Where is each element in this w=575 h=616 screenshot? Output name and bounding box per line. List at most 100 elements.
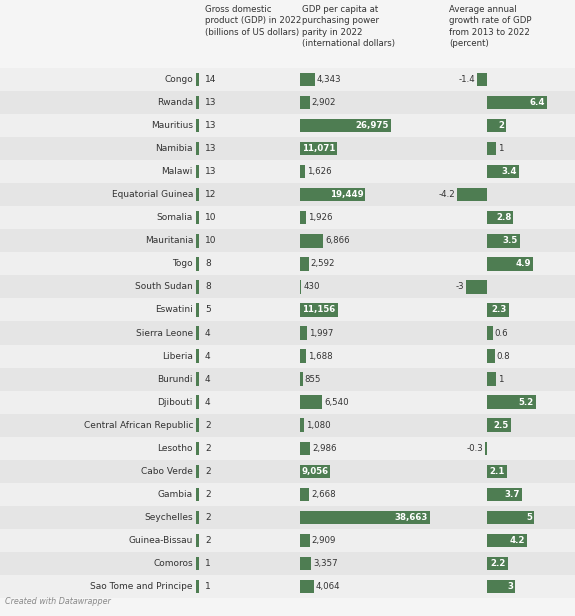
Text: 2.1: 2.1 <box>489 467 505 476</box>
Text: 2,592: 2,592 <box>310 259 335 269</box>
Text: 6,866: 6,866 <box>325 237 350 245</box>
Text: Central African Republic: Central African Republic <box>83 421 193 430</box>
Text: 8: 8 <box>205 282 211 291</box>
Bar <box>196 96 198 109</box>
Text: 0.6: 0.6 <box>494 328 508 338</box>
Text: Created with Datawrapper: Created with Datawrapper <box>5 597 111 606</box>
Text: 1,626: 1,626 <box>308 167 332 176</box>
Bar <box>0 414 575 437</box>
Text: 1,926: 1,926 <box>308 213 333 222</box>
Text: Sao Tome and Principe: Sao Tome and Principe <box>90 582 193 591</box>
Text: Somalia: Somalia <box>157 213 193 222</box>
Bar <box>0 529 575 552</box>
Text: 2: 2 <box>498 121 504 130</box>
Bar <box>196 234 198 248</box>
Text: Eswatini: Eswatini <box>155 306 193 314</box>
Text: 2: 2 <box>205 513 210 522</box>
Text: 2: 2 <box>205 444 210 453</box>
Bar <box>457 188 487 201</box>
Text: 4: 4 <box>205 398 210 407</box>
Text: 13: 13 <box>205 98 217 107</box>
Bar <box>0 506 575 529</box>
Bar <box>487 511 534 524</box>
Bar <box>0 391 575 414</box>
Text: 9,056: 9,056 <box>301 467 328 476</box>
Bar <box>196 511 198 524</box>
Text: 1: 1 <box>499 375 504 384</box>
Text: 2: 2 <box>205 490 210 499</box>
Text: 6.4: 6.4 <box>530 98 546 107</box>
Bar <box>196 464 198 478</box>
Text: 2: 2 <box>205 467 210 476</box>
Bar <box>300 511 430 524</box>
Text: 38,663: 38,663 <box>394 513 428 522</box>
Bar <box>300 580 314 593</box>
Text: 10: 10 <box>205 237 217 245</box>
Bar <box>0 160 575 183</box>
Bar <box>487 464 507 478</box>
Bar <box>466 280 487 294</box>
Text: 11,071: 11,071 <box>302 144 335 153</box>
Text: -3: -3 <box>455 282 463 291</box>
Text: 5: 5 <box>526 513 532 522</box>
Bar <box>196 373 198 386</box>
Bar <box>300 119 390 132</box>
Bar <box>0 253 575 275</box>
Bar <box>196 165 198 179</box>
Text: 4: 4 <box>205 352 210 360</box>
Text: -1.4: -1.4 <box>458 75 475 84</box>
Text: 2,909: 2,909 <box>312 536 336 545</box>
Text: 3,357: 3,357 <box>313 559 338 568</box>
Bar <box>300 165 305 179</box>
Text: 12: 12 <box>205 190 216 199</box>
Bar <box>487 303 509 317</box>
Text: 2,902: 2,902 <box>312 98 336 107</box>
Text: 13: 13 <box>205 144 217 153</box>
Text: 3.5: 3.5 <box>503 237 518 245</box>
Bar <box>487 165 519 179</box>
Text: Equatorial Guinea: Equatorial Guinea <box>112 190 193 199</box>
Text: 26,975: 26,975 <box>355 121 389 130</box>
Text: GDP per capita at
purchasing power
parity in 2022
(international dollars): GDP per capita at purchasing power parit… <box>302 5 395 48</box>
Bar <box>487 349 494 363</box>
Bar <box>0 344 575 368</box>
Text: Djibouti: Djibouti <box>158 398 193 407</box>
Bar <box>196 580 198 593</box>
Bar <box>196 418 198 432</box>
Text: Gambia: Gambia <box>158 490 193 499</box>
Text: 4,064: 4,064 <box>316 582 340 591</box>
Text: Mauritius: Mauritius <box>151 121 193 130</box>
Text: 0.8: 0.8 <box>497 352 510 360</box>
Text: 2.5: 2.5 <box>493 421 509 430</box>
Bar <box>300 395 322 409</box>
Text: 10: 10 <box>205 213 217 222</box>
Bar <box>0 575 575 598</box>
Bar <box>196 349 198 363</box>
Text: 14: 14 <box>205 75 216 84</box>
Bar <box>300 349 306 363</box>
Bar <box>485 442 487 455</box>
Bar <box>300 442 310 455</box>
Bar <box>196 280 198 294</box>
Text: 2: 2 <box>205 536 210 545</box>
Text: 2.3: 2.3 <box>492 306 507 314</box>
Text: Guinea-Bissau: Guinea-Bissau <box>129 536 193 545</box>
Text: Togo: Togo <box>172 259 193 269</box>
Text: Malawi: Malawi <box>162 167 193 176</box>
Bar <box>0 275 575 298</box>
Text: 2.2: 2.2 <box>490 559 506 568</box>
Bar <box>0 68 575 91</box>
Bar <box>300 73 315 86</box>
Text: Comoros: Comoros <box>154 559 193 568</box>
Bar <box>300 96 310 109</box>
Text: 2.8: 2.8 <box>496 213 511 222</box>
Bar <box>0 460 575 483</box>
Text: Burundi: Burundi <box>158 375 193 384</box>
Bar <box>0 229 575 253</box>
Bar <box>0 137 575 160</box>
Bar <box>300 257 309 270</box>
Bar <box>300 418 304 432</box>
Text: 1,997: 1,997 <box>309 328 333 338</box>
Bar <box>300 557 311 570</box>
Text: Gross domestic
product (GDP) in 2022
(billions of US dollars): Gross domestic product (GDP) in 2022 (bi… <box>205 5 301 37</box>
